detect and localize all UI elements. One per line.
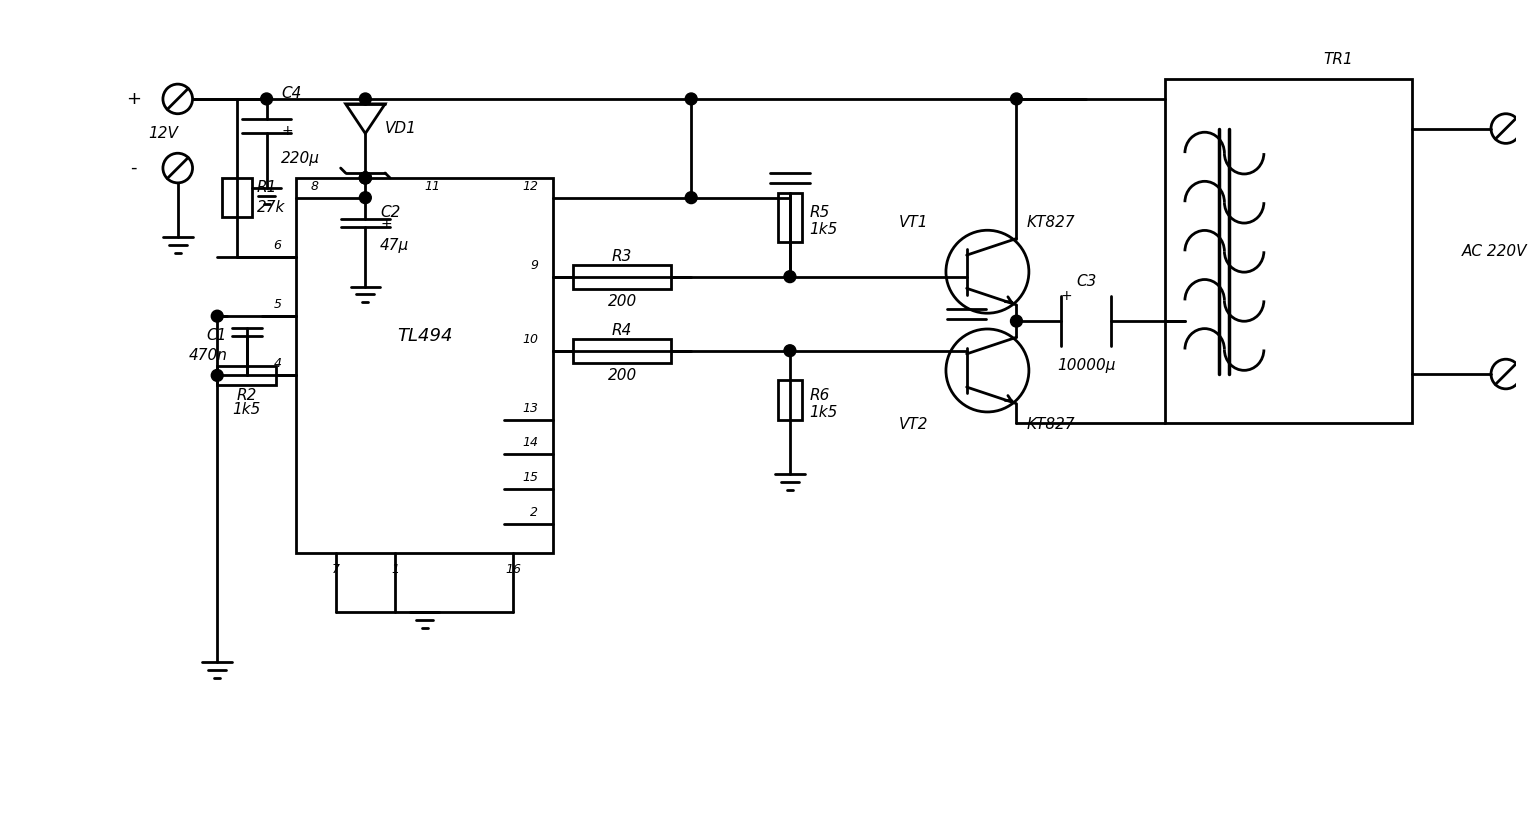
Bar [223,178,252,218]
Bar [573,265,671,289]
Text: C2: C2 [381,205,401,220]
Text: VD1: VD1 [385,121,418,136]
Text: VT2: VT2 [898,417,929,432]
Text: +: + [1061,289,1073,303]
Text: 9: 9 [530,258,539,271]
Text: 6: 6 [273,239,281,252]
Text: VT1: VT1 [898,215,929,230]
Text: 13: 13 [522,402,539,415]
Text: 220μ: 220μ [281,151,321,165]
Text: 12V: 12V [147,126,178,141]
Text: R1: R1 [256,180,278,196]
Bar [778,381,801,420]
Text: AC 220V: AC 220V [1461,244,1527,259]
Text: 1: 1 [391,563,399,576]
Bar [573,339,671,363]
Text: 470n: 470n [189,348,227,363]
Text: 27k: 27k [256,200,286,215]
Circle shape [784,271,795,283]
Text: R3: R3 [612,249,632,264]
Text: TR1: TR1 [1323,52,1352,67]
Text: 1k5: 1k5 [809,222,838,237]
Circle shape [359,172,371,184]
Text: +: + [126,90,141,108]
Bar [218,366,276,385]
Text: 200: 200 [608,294,637,309]
Text: TL494: TL494 [398,327,453,345]
Text: KT827: KT827 [1027,417,1076,432]
Circle shape [359,192,371,204]
Text: 8: 8 [312,180,319,192]
Text: 10: 10 [522,333,539,346]
Bar [1165,79,1412,424]
Text: R4: R4 [612,324,632,338]
Text: C1: C1 [207,328,227,343]
Text: KT827: KT827 [1027,215,1076,230]
Circle shape [685,93,697,105]
Circle shape [1010,93,1022,105]
Text: 15: 15 [522,471,539,484]
Circle shape [1010,315,1022,327]
Circle shape [261,93,273,105]
Circle shape [784,345,795,357]
Text: 4: 4 [273,358,281,371]
Circle shape [685,192,697,204]
Circle shape [359,93,371,105]
Text: R6: R6 [809,388,830,403]
Circle shape [359,172,371,184]
Circle shape [212,369,223,381]
Text: 14: 14 [522,437,539,449]
Bar [778,192,801,242]
Text: R2: R2 [236,388,256,403]
Text: 5: 5 [273,298,281,311]
Text: +: + [281,124,293,138]
Text: 47μ: 47μ [381,237,410,253]
Text: 200: 200 [608,368,637,383]
Circle shape [212,311,223,322]
Text: C4: C4 [281,86,302,102]
Circle shape [359,172,371,184]
Text: 10000μ: 10000μ [1058,358,1116,373]
Text: 1k5: 1k5 [233,403,261,417]
Text: R5: R5 [809,205,830,220]
Bar [296,178,553,553]
Text: 16: 16 [505,563,522,576]
Text: 7: 7 [332,563,339,576]
Text: C3: C3 [1076,274,1096,289]
Text: 1k5: 1k5 [809,405,838,421]
Text: 11: 11 [425,180,441,192]
Text: 12: 12 [522,180,539,192]
Text: +: + [381,218,391,231]
Text: -: - [130,159,137,177]
Text: 2: 2 [530,505,539,518]
